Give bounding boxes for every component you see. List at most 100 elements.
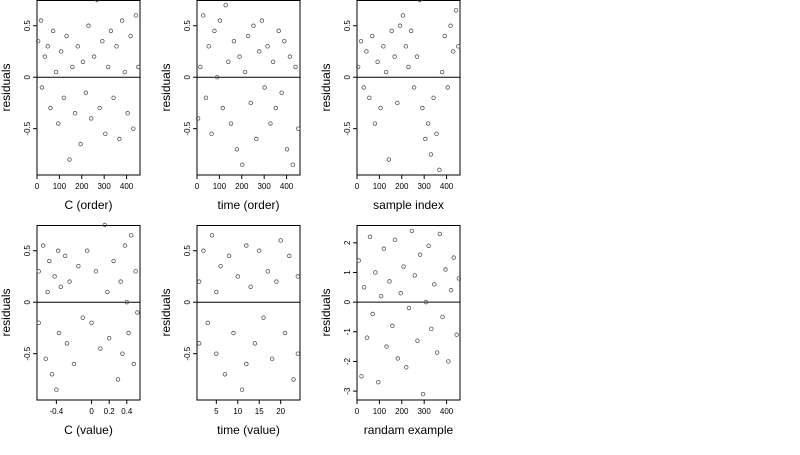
plot-frame [196,225,301,401]
data-point [359,374,364,379]
data-point [128,33,133,39]
y-axis-title: residuals [159,63,173,111]
data-point [111,258,116,264]
data-point [276,28,281,34]
data-point [287,54,293,59]
data-point [196,279,202,284]
data-point [89,320,94,325]
data-point [196,341,202,346]
data-point [262,85,267,90]
y-tick-label: -0.5 [23,121,32,135]
data-point [94,0,100,3]
data-point [446,359,451,364]
data-point [244,361,249,367]
data-point [78,141,83,147]
data-point [93,269,99,274]
data-point [131,361,137,367]
data-point [222,372,228,377]
data-point [86,23,91,28]
data-point [237,54,242,59]
x-axis-title: randam example [364,423,454,437]
data-point [98,346,103,351]
plot-frame [356,225,461,401]
data-point [124,300,129,305]
data-point [448,23,453,28]
data-point [226,59,231,64]
plot-frame [196,0,301,176]
x-tick-label: 0.4 [121,407,133,416]
data-point [392,237,398,243]
x-tick-label: 0 [35,182,40,191]
x-tick-label: 0 [355,407,360,416]
data-point [411,85,417,90]
data-point [383,69,389,75]
panel-6: 0 100 200 300 400 -3 -2 -1 0 1 2 randam example resi… [319,225,462,437]
data-point [453,8,459,13]
data-point [443,267,448,272]
data-point [231,330,236,336]
data-point [64,341,70,346]
data-point [423,299,429,305]
data-point [38,18,44,23]
data-point [58,284,63,289]
data-point [214,351,219,356]
panel-2: 0 100 200 300 400 -0.5 0 0.5 time (order) residua… [159,0,301,212]
data-point [376,380,381,385]
data-point [133,269,138,274]
data-point [120,351,125,356]
data-point [128,233,134,238]
data-point [437,167,442,173]
data-point [228,121,234,126]
data-point [408,28,414,34]
x-tick-label: 15 [255,407,264,416]
data-point [406,305,412,311]
data-point [361,285,367,290]
data-point [415,338,420,343]
x-axis-title: sample index [373,198,444,212]
data-point [290,162,296,167]
data-point [103,131,108,137]
data-point [97,105,102,111]
x-tick-label: 300 [97,182,111,191]
data-point [252,341,258,346]
data-point [384,344,389,349]
data-point [48,105,53,111]
data-point [55,248,61,253]
y-tick-label: 0 [183,74,192,79]
data-point [111,95,116,100]
y-tick-label: 0 [343,74,352,79]
data-point [251,23,256,28]
x-axis-title: C (order) [64,198,112,212]
y-tick-label: 0 [343,299,352,304]
data-point [378,293,384,299]
data-point [404,365,409,370]
data-point [392,54,397,59]
data-point [118,279,123,284]
data-point [242,69,248,75]
data-point [223,2,228,8]
y-tick-label: 0.5 [23,20,32,32]
x-tick-label: 0 [89,407,94,416]
y-tick-label: -0.5 [23,346,32,360]
data-point [64,33,69,39]
y-tick-label: -2 [343,357,352,365]
data-point [114,44,119,49]
data-point [119,18,125,23]
data-point [245,33,251,39]
data-point [395,356,400,361]
data-point [375,59,380,64]
data-point [257,248,262,253]
data-point [106,64,111,70]
y-tick-label: 0.5 [183,245,192,257]
data-point [36,269,41,274]
y-tick-label: 0 [23,299,32,304]
data-point [257,49,262,54]
data-point [102,222,107,228]
panel-5: 5 10 15 20 -0.5 0 0.5 time (value) residuals [159,225,301,437]
data-point [295,351,301,356]
y-tick-label: -3 [343,387,352,395]
y-axis-title: residuals [159,288,173,336]
data-point [133,13,139,18]
data-point [39,85,45,90]
x-tick-label: 400 [120,182,134,191]
